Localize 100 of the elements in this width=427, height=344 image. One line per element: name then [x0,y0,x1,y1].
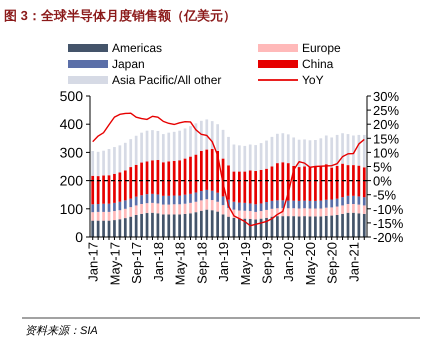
bar [270,200,274,209]
bar [270,208,274,217]
bar [189,194,192,203]
bar [260,143,262,170]
bar [227,136,230,166]
bar [346,196,350,204]
bar [113,220,116,237]
bar [238,202,241,210]
bar [118,219,122,237]
bar [352,212,355,237]
y-tick-label: 0 [75,229,84,245]
bar [341,164,344,198]
bar [265,168,268,202]
bar [151,160,154,194]
bar [146,161,148,194]
legend-label: Asia Pacific/All other [112,73,222,87]
bar [362,205,366,214]
y2-tick-label: 25% [373,103,400,118]
bar [129,167,132,199]
bar [156,160,160,194]
legend-label: Europe [302,41,342,55]
x-tick-label: May-19 [238,242,253,286]
bar [102,220,105,237]
bar [248,144,252,170]
bar [362,197,366,206]
bar [129,216,132,237]
bar [330,207,334,216]
bar [346,134,350,166]
bar [336,206,338,216]
bar [167,132,170,162]
bar [243,172,246,203]
y2-tick-label: -20% [373,230,404,245]
bar [276,216,279,237]
bar [172,160,176,196]
bar [254,212,258,220]
x-tick-label: May-20 [302,242,318,286]
bar [102,176,105,204]
bar [222,130,224,159]
bar [314,166,317,201]
bar [270,136,274,166]
bar [314,140,317,166]
bar [346,212,350,237]
bar [162,204,165,214]
x-tick-label: May-17 [107,242,122,286]
y2-tick-label: 5% [373,160,392,174]
bar [232,218,236,237]
bar [113,202,116,212]
bar [308,216,312,237]
bar [210,149,214,191]
bar [222,196,224,206]
bar [113,211,116,220]
bar [330,199,334,208]
bar [281,162,284,200]
bar [308,208,312,216]
bar [232,202,236,210]
bar [308,200,312,209]
bar [276,134,279,164]
bar [162,214,165,237]
line-series [92,112,365,226]
bar [292,200,296,208]
bar [96,152,100,176]
bar [238,145,241,172]
bar [134,136,138,165]
bar [194,212,198,237]
bar [324,208,328,216]
bar [330,168,334,200]
bar [357,166,360,196]
bar [189,213,192,237]
bar [319,138,322,166]
bar [227,208,230,217]
bar [243,202,246,211]
bar [308,167,312,201]
bar [210,200,214,210]
bar [156,203,160,214]
bar [189,156,192,194]
bar [362,134,366,168]
bar [210,210,214,237]
bar [108,149,110,176]
bar [156,213,160,237]
bar [314,208,317,216]
bar [151,130,154,160]
bar [222,214,224,237]
x-tick-label: May-18 [172,242,188,286]
legend-label: Japan [112,57,145,71]
bar [314,216,317,237]
x-tick-label: Sep-17 [129,242,144,284]
legend-label: YoY [302,73,324,87]
bar [227,216,230,237]
bar [129,139,132,168]
bar [167,214,170,237]
bar [265,210,268,218]
bar [162,134,165,162]
bar [346,204,350,213]
bar [129,207,132,217]
bar [341,214,344,237]
y2-tick-label: 10% [373,145,400,160]
bar [146,203,148,214]
bar [319,200,322,209]
bar [319,208,322,216]
bar [352,204,355,213]
